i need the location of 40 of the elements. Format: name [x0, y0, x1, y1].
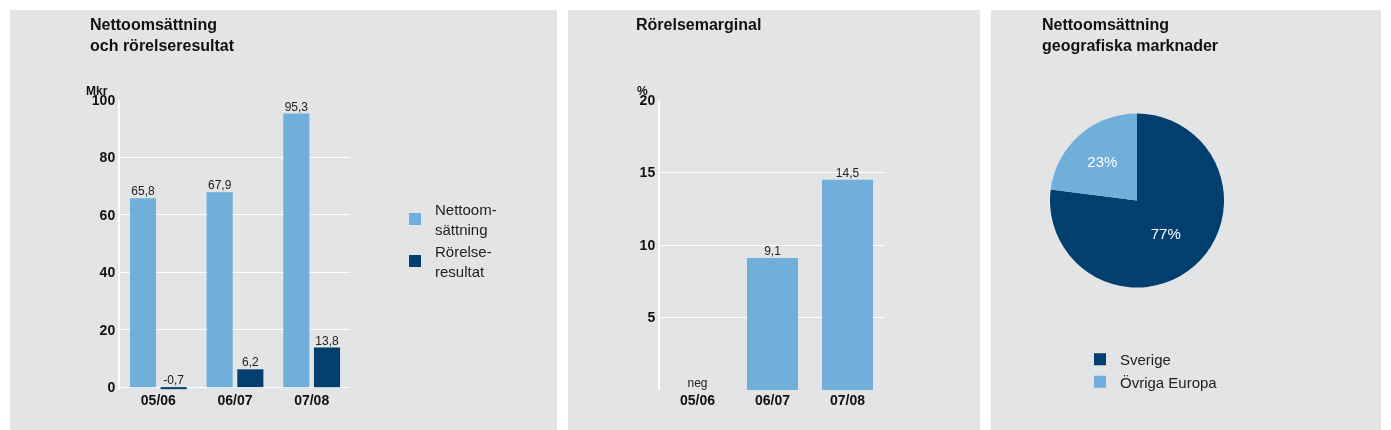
x-tick-label: 06/07	[217, 392, 253, 408]
legend-label: Sverige	[1120, 351, 1171, 369]
data-label: 13,8	[315, 333, 339, 348]
bar	[160, 387, 187, 390]
data-label: -0,7	[163, 373, 185, 388]
pie-slice	[1050, 113, 1137, 201]
bar	[129, 198, 157, 388]
chart-title: Nettoomsättning och rörelseresultat	[90, 16, 235, 54]
x-tick-label: 06/07	[754, 392, 791, 408]
legend-label: Nettoom- sättning	[435, 201, 497, 238]
y-tick-label: 40	[99, 264, 116, 281]
bar	[206, 192, 233, 388]
data-label: 9,1	[764, 244, 782, 259]
y-tick-label: 20	[99, 321, 116, 338]
data-label: 77%	[1150, 224, 1181, 242]
y-tick-label: 60	[99, 206, 116, 223]
y-tick-label: 10	[639, 236, 656, 253]
data-label: 6,2	[241, 355, 259, 370]
y-tick-label: 15	[639, 164, 656, 181]
legend-label: Rörelse- resultat	[435, 243, 492, 280]
x-tick-label: 05/06	[140, 392, 177, 408]
data-label: 23%	[1087, 152, 1118, 170]
data-label: 14,5	[835, 165, 860, 180]
data-label: 67,9	[207, 178, 232, 193]
y-tick-label: 5	[647, 309, 656, 326]
legend-label: Övriga Europa	[1120, 373, 1218, 391]
data-label: 65,8	[131, 184, 155, 199]
data-label: 95,3	[284, 99, 309, 114]
y-tick-label: 80	[99, 149, 116, 166]
text: neg	[687, 376, 708, 390]
x-tick-label: 05/06	[679, 392, 716, 408]
chart-title: Nettoomsättning geografiska marknader	[1042, 16, 1219, 54]
pie-slice	[1050, 113, 1224, 288]
y-tick-label: 0	[107, 379, 116, 396]
bar	[313, 347, 341, 388]
x-tick-label: 07/08	[294, 392, 330, 408]
bar	[237, 369, 264, 388]
x-tick-label: 07/08	[829, 392, 866, 408]
chart-title: Rörelsemarginal	[636, 16, 762, 33]
bar	[283, 113, 310, 388]
